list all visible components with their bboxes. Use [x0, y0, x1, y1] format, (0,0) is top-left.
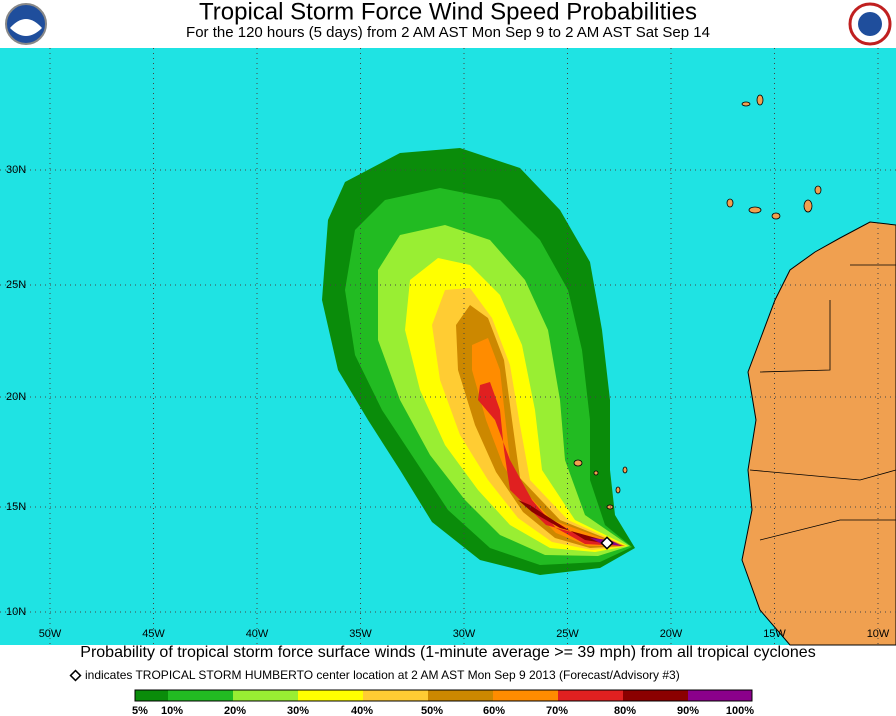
lat-label: 15N	[6, 501, 26, 513]
lon-label: 35W	[349, 628, 372, 640]
cape-verde	[573, 459, 628, 510]
lon-label: 50W	[39, 628, 62, 640]
lon-label: 15W	[763, 628, 786, 640]
colorbar	[134, 689, 753, 702]
nws-logo	[848, 2, 892, 46]
legend-label: 20%	[224, 705, 246, 716]
legend-label: 80%	[614, 705, 636, 716]
legend-label: 90%	[677, 705, 699, 716]
africa	[741, 221, 896, 646]
note: indicates TROPICAL STORM HUMBERTO center…	[85, 668, 680, 682]
lon-label: 20W	[660, 628, 683, 640]
lon-label: 40W	[246, 628, 269, 640]
legend-label: 10%	[161, 705, 183, 716]
note-marker	[69, 669, 82, 682]
lat-label: 20N	[6, 391, 26, 403]
caption: Probability of tropical storm force surf…	[80, 644, 815, 661]
lon-label: 25W	[556, 628, 579, 640]
legend-label: 30%	[287, 705, 309, 716]
legend-label: 70%	[546, 705, 568, 716]
legend-label: 40%	[351, 705, 373, 716]
lon-label: 10W	[867, 628, 890, 640]
lat-label: 25N	[6, 279, 26, 291]
lat-label: 10N	[6, 606, 26, 618]
subtitle: For the 120 hours (5 days) from 2 AM AST…	[186, 24, 710, 41]
legend-label: 5%	[132, 705, 148, 716]
legend-label: 50%	[421, 705, 443, 716]
lon-label: 45W	[142, 628, 165, 640]
legend-label: 100%	[726, 705, 754, 716]
legend-label: 60%	[483, 705, 505, 716]
title: Tropical Storm Force Wind Speed Probabil…	[199, 0, 697, 25]
noaa-logo	[5, 3, 47, 45]
lon-label: 30W	[453, 628, 476, 640]
islands	[726, 94, 822, 220]
storm-center	[600, 536, 614, 550]
lat-label: 30N	[6, 164, 26, 176]
borders	[749, 264, 896, 541]
